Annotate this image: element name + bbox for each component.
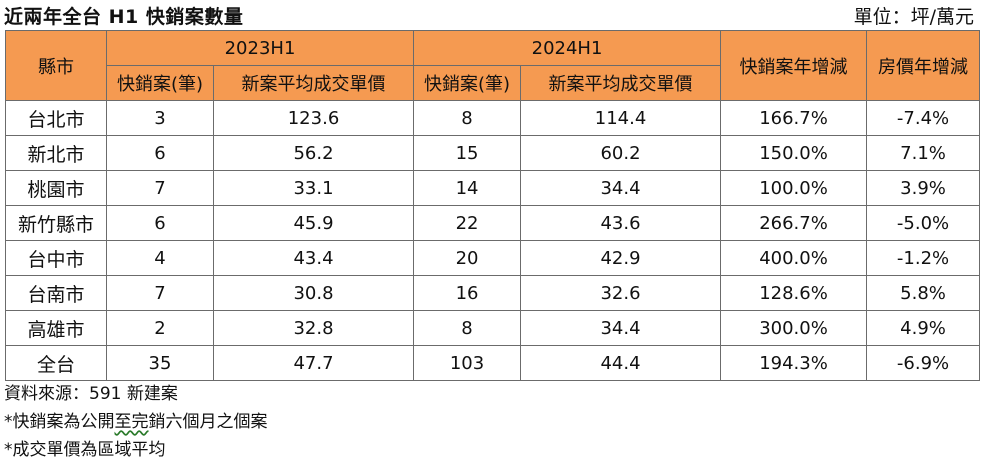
cell-price-yoy: -6.9%	[866, 345, 981, 381]
cell-price-2023: 123.6	[212, 100, 415, 136]
cell-county: 台南市	[5, 275, 107, 311]
cell-price-yoy: -7.4%	[866, 100, 981, 136]
cell-fast-sales-yoy: 194.3%	[720, 345, 868, 381]
header-county: 縣市	[5, 30, 107, 101]
cell-count-2024: 20	[413, 240, 522, 276]
cell-count-2023: 6	[106, 135, 214, 171]
table-row: 全台 35 47.7 103 44.4 194.3% -6.9%	[5, 345, 981, 381]
cell-price-2023: 43.4	[212, 240, 415, 276]
table-row: 桃園市 7 33.1 14 34.4 100.0% 3.9%	[5, 170, 981, 206]
cell-count-2023: 3	[106, 100, 214, 136]
cell-county: 台北市	[5, 100, 107, 136]
header-fast-sales-yoy: 快銷案年增減	[720, 30, 868, 101]
header-2024h1: 2024H1	[413, 30, 722, 66]
cell-price-2024: 60.2	[520, 135, 722, 171]
cell-count-2024: 103	[413, 345, 522, 381]
cell-county: 台中市	[5, 240, 107, 276]
cell-price-yoy: 5.8%	[866, 275, 981, 311]
price-definition-note: *成交單價為區域平均	[4, 440, 166, 460]
cell-count-2024: 16	[413, 275, 522, 311]
cell-price-yoy: -1.2%	[866, 240, 981, 276]
cell-county: 新竹縣市	[5, 205, 107, 241]
table-row: 高雄市 2 32.8 8 34.4 300.0% 4.9%	[5, 310, 981, 346]
page-title: 近兩年全台 H1 快銷案數量	[4, 6, 244, 28]
subheader-price-2024: 新案平均成交單價	[520, 65, 722, 101]
cell-fast-sales-yoy: 128.6%	[720, 275, 868, 311]
cell-price-2024: 34.4	[520, 170, 722, 206]
cell-price-2023: 33.1	[212, 170, 415, 206]
cell-count-2024: 22	[413, 205, 522, 241]
fast-sale-definition-note: *快銷案為公開至完銷六個月之個案	[4, 408, 268, 436]
header-2023h1: 2023H1	[105, 30, 415, 66]
table-row: 台中市 4 43.4 20 42.9 400.0% -1.2%	[5, 240, 981, 276]
cell-price-2024: 34.4	[520, 310, 722, 346]
notes: 資料來源：591 新建案 *快銷案為公開至完銷六個月之個案 *成交單價為區域平均	[4, 380, 268, 464]
cell-price-yoy: 4.9%	[866, 310, 981, 346]
cell-count-2023: 7	[106, 275, 214, 311]
cell-county: 高雄市	[5, 310, 107, 346]
cell-price-yoy: 7.1%	[866, 135, 981, 171]
unit-label: 單位：坪/萬元	[853, 6, 974, 28]
table-row: 新竹縣市 6 45.9 22 43.6 266.7% -5.0%	[5, 205, 981, 241]
subheader-count-2024: 快銷案(筆)	[413, 65, 522, 101]
cell-county: 桃園市	[5, 170, 107, 206]
cell-count-2024: 14	[413, 170, 522, 206]
cell-price-2024: 42.9	[520, 240, 722, 276]
cell-count-2024: 15	[413, 135, 522, 171]
cell-count-2023: 4	[106, 240, 214, 276]
subheader-count-2023: 快銷案(筆)	[106, 65, 214, 101]
cell-count-2023: 35	[106, 345, 214, 381]
subheader-price-2023: 新案平均成交單價	[212, 65, 415, 101]
cell-fast-sales-yoy: 300.0%	[720, 310, 868, 346]
header-price-yoy: 房價年增減	[866, 30, 981, 101]
cell-price-2023: 45.9	[212, 205, 415, 241]
cell-price-2023: 47.7	[212, 345, 415, 381]
fast-sales-table: 縣市 2023H1 2024H1 快銷案年增減 房價年增減 快銷案(筆) 新案平…	[5, 30, 981, 381]
note-text-underlined: 至完	[114, 412, 149, 432]
cell-price-2023: 32.8	[212, 310, 415, 346]
cell-price-2024: 114.4	[520, 100, 722, 136]
cell-count-2024: 8	[413, 310, 522, 346]
cell-price-2023: 56.2	[212, 135, 415, 171]
source-note: 資料來源：591 新建案	[4, 384, 178, 404]
cell-count-2023: 6	[106, 205, 214, 241]
cell-price-yoy: -5.0%	[866, 205, 981, 241]
cell-county: 全台	[5, 345, 107, 381]
table-row: 新北市 6 56.2 15 60.2 150.0% 7.1%	[5, 135, 981, 171]
cell-fast-sales-yoy: 400.0%	[720, 240, 868, 276]
cell-price-2023: 30.8	[212, 275, 415, 311]
cell-county: 新北市	[5, 135, 107, 171]
cell-price-yoy: 3.9%	[866, 170, 981, 206]
cell-price-2024: 44.4	[520, 345, 722, 381]
table-row: 台南市 7 30.8 16 32.6 128.6% 5.8%	[5, 275, 981, 311]
cell-fast-sales-yoy: 166.7%	[720, 100, 868, 136]
cell-count-2023: 2	[106, 310, 214, 346]
cell-count-2023: 7	[106, 170, 214, 206]
note-text: *快銷案為公開	[4, 412, 115, 432]
cell-fast-sales-yoy: 100.0%	[720, 170, 868, 206]
cell-price-2024: 43.6	[520, 205, 722, 241]
cell-fast-sales-yoy: 150.0%	[720, 135, 868, 171]
note-text: 銷六個月之個案	[148, 412, 268, 432]
table-row: 台北市 3 123.6 8 114.4 166.7% -7.4%	[5, 100, 981, 136]
cell-count-2024: 8	[413, 100, 522, 136]
cell-price-2024: 32.6	[520, 275, 722, 311]
cell-fast-sales-yoy: 266.7%	[720, 205, 868, 241]
